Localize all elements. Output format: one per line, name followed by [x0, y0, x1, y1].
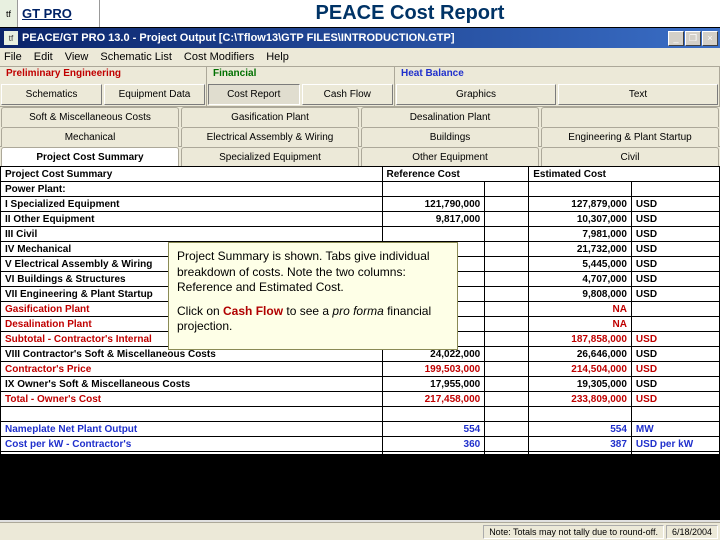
- menu-file[interactable]: File: [4, 51, 22, 63]
- tab-buildings[interactable]: Buildings: [361, 127, 539, 147]
- status-date: 6/18/2004: [666, 525, 718, 539]
- table-row: Contractor's Price199,503,000214,504,000…: [1, 362, 720, 377]
- text-button[interactable]: Text: [558, 84, 718, 105]
- table-row: [1, 407, 720, 422]
- cost-report-button[interactable]: Cost Report: [208, 84, 300, 105]
- equipment-data-button[interactable]: Equipment Data: [104, 84, 205, 105]
- slide-title: PEACE Cost Report: [100, 0, 720, 27]
- table-row: IX Owner's Soft & Miscellaneous Costs17,…: [1, 377, 720, 392]
- tab-eng-startup[interactable]: Engineering & Plant Startup: [541, 127, 719, 147]
- tab-desalination[interactable]: Desalination Plant: [361, 107, 539, 127]
- tab-empty: [541, 107, 719, 127]
- badge-bar: tf GT PRO PEACE Cost Report: [0, 0, 720, 28]
- tab-soft-misc[interactable]: Soft & Miscellaneous Costs: [1, 107, 179, 127]
- minimize-button[interactable]: _: [668, 31, 684, 46]
- menu-view[interactable]: View: [65, 51, 89, 63]
- menu-edit[interactable]: Edit: [34, 51, 53, 63]
- tab-electrical[interactable]: Electrical Assembly & Wiring: [181, 127, 359, 147]
- table-row: Power Plant:: [1, 182, 720, 197]
- table-row: III Civil7,981,000USD: [1, 227, 720, 242]
- graphics-button[interactable]: Graphics: [396, 84, 556, 105]
- tab-mechanical[interactable]: Mechanical: [1, 127, 179, 147]
- table-row: I Specialized Equipment121,790,000127,87…: [1, 197, 720, 212]
- app-icon: tf: [4, 31, 18, 45]
- statusbar: Note: Totals may not tally due to round-…: [0, 522, 720, 540]
- cash-flow-button[interactable]: Cash Flow: [302, 84, 394, 105]
- close-button[interactable]: ×: [702, 31, 718, 46]
- status-note: Note: Totals may not tally due to round-…: [483, 525, 664, 539]
- cost-tabs: Soft & Miscellaneous Costs Gasification …: [0, 106, 720, 146]
- section-financial-title: Financial: [207, 67, 394, 83]
- table-row: Total - Owner's Cost217,458,000233,809,0…: [1, 392, 720, 407]
- schematics-button[interactable]: Schematics: [1, 84, 102, 105]
- tab-civil[interactable]: Civil: [541, 147, 719, 167]
- table-row: Cost per kW - Contractor's360387USD per …: [1, 437, 720, 452]
- thermoflow-icon: tf: [0, 0, 18, 27]
- tab-gasification[interactable]: Gasification Plant: [181, 107, 359, 127]
- section-heat-title: Heat Balance: [395, 67, 719, 83]
- callout-p1: Project Summary is shown. Tabs give indi…: [177, 249, 449, 296]
- restore-button[interactable]: ❐: [685, 31, 701, 46]
- tab-specialized-eq[interactable]: Specialized Equipment: [181, 147, 359, 167]
- cost-sheet: Project Cost Summary Reference Cost Esti…: [0, 166, 720, 464]
- th-ref: Reference Cost: [382, 167, 529, 182]
- slide-letterbox: [0, 454, 720, 520]
- menu-help[interactable]: Help: [266, 51, 289, 63]
- table-row: Nameplate Net Plant Output554554MW: [1, 422, 720, 437]
- tab-other-eq[interactable]: Other Equipment: [361, 147, 539, 167]
- menubar: File Edit View Schematic List Cost Modif…: [0, 48, 720, 66]
- tutorial-callout: Project Summary is shown. Tabs give indi…: [168, 242, 458, 350]
- menu-cost-modifiers[interactable]: Cost Modifiers: [184, 51, 254, 63]
- badge-label: GT PRO: [18, 0, 100, 27]
- section-bar: Preliminary Engineering Schematics Equip…: [0, 66, 720, 106]
- th-desc: Project Cost Summary: [1, 167, 383, 182]
- window-titlebar: tf PEACE/GT PRO 13.0 - Project Output [C…: [0, 28, 720, 48]
- callout-p2: Click on Cash Flow to see a pro forma fi…: [177, 304, 449, 335]
- tab-project-summary[interactable]: Project Cost Summary: [1, 147, 179, 167]
- th-est: Estimated Cost: [529, 167, 720, 182]
- table-row: II Other Equipment9,817,00010,307,000USD: [1, 212, 720, 227]
- section-prelim-title: Preliminary Engineering: [0, 67, 206, 83]
- menu-schematic-list[interactable]: Schematic List: [100, 51, 172, 63]
- window-title: PEACE/GT PRO 13.0 - Project Output [C:\T…: [22, 32, 668, 44]
